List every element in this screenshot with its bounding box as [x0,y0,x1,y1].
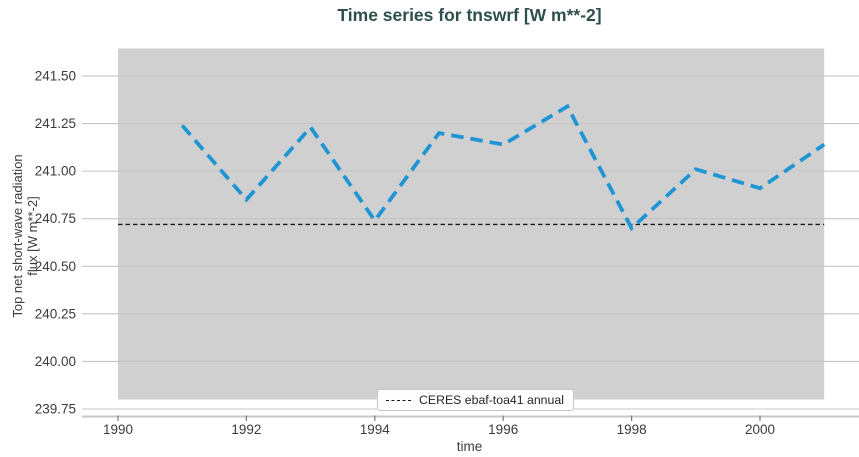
gridlines [82,75,859,410]
x-tick-label: 1990 [103,422,133,437]
y-axis-label: Top net short-wave radiation flux [W m**… [8,115,42,357]
y-tick-label: 239.75 [35,402,76,417]
y-tick-label: 240.50 [35,259,76,274]
x-axis-label: time [456,439,483,454]
y-tick-label: 241.25 [35,116,76,131]
y-tick-label: 240.25 [35,306,76,321]
legend-label: CERES ebaf-toa41 annual [419,393,564,407]
chart-title: Time series for tnswrf [W m**-2] [337,5,602,25]
y-tick-label: 241.00 [35,164,76,179]
y-axis-label-line2: flux [W m**-2] [25,196,40,276]
dashed-line-icon [386,399,411,401]
y-tick-label: 240.75 [35,211,76,226]
y-tick-label: 240.00 [35,354,76,369]
x-axis-ticks: 1990 1992 1994 1996 1998 2000 [103,415,775,437]
legend: CERES ebaf-toa41 annual [377,389,574,411]
x-tick-label: 1992 [231,422,261,437]
y-axis-label-line1: Top net short-wave radiation [9,154,25,318]
x-tick-label: 1994 [360,422,391,437]
x-tick-label: 1996 [488,422,518,437]
y-tick-label: 241.50 [35,68,76,83]
x-tick-label: 1998 [617,422,647,437]
series-line-tnswrf [180,103,826,232]
x-tick-label: 2000 [745,422,775,437]
y-tick-labels: 239.75 240.00 240.25 240.50 240.75 241.00 241.… [35,68,76,416]
